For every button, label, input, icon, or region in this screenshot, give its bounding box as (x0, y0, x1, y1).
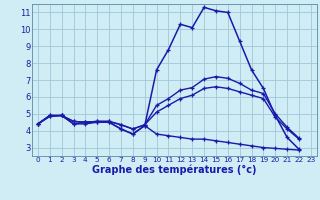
X-axis label: Graphe des températures (°c): Graphe des températures (°c) (92, 165, 257, 175)
